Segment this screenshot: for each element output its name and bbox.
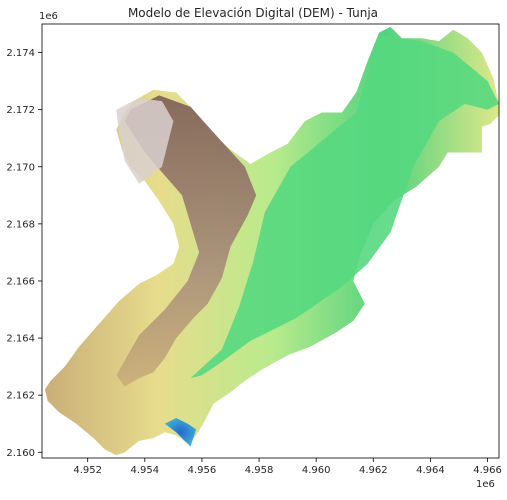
y-tick-label: 2.166	[6, 276, 35, 287]
x-tick-label: 4.964	[416, 465, 445, 476]
x-tick-label: 4.956	[188, 465, 217, 476]
dem-layer-3	[116, 98, 174, 184]
y-tick-label: 2.172	[6, 105, 35, 116]
dem-layer-0	[190, 35, 499, 379]
y-tick-label: 2.170	[6, 162, 35, 173]
axes-frame	[41, 23, 500, 459]
x-tick-label: 4.958	[245, 465, 274, 476]
chart-title: Modelo de Elevación Digital (DEM) - Tunj…	[128, 6, 378, 20]
y-tick-label: 2.160	[6, 448, 35, 459]
y-axis: 2.160 2.162 2.164 2.166 2.168 2.170 2.172 2.174	[6, 48, 42, 459]
y-tick-label: 2.174	[6, 48, 35, 59]
dem-layer-1	[116, 95, 257, 387]
y-tick-label: 2.164	[6, 334, 35, 345]
x-tick-label: 4.960	[302, 465, 331, 476]
x-axis: 4.952 4.954 4.956 4.958 4.960 4.962 4.964 4.966	[73, 458, 502, 476]
dem-raster	[44, 26, 500, 456]
y-tick-label: 2.162	[6, 391, 35, 402]
x-tick-label: 4.966	[473, 465, 502, 476]
x-tick-label: 4.952	[73, 465, 102, 476]
x-offset-label: 1e6	[476, 479, 495, 490]
y-offset-label: 1e6	[39, 11, 58, 22]
x-tick-label: 4.954	[131, 465, 160, 476]
x-tick-label: 4.962	[359, 465, 388, 476]
dem-layer-2	[164, 418, 197, 447]
y-tick-label: 2.168	[6, 219, 35, 230]
